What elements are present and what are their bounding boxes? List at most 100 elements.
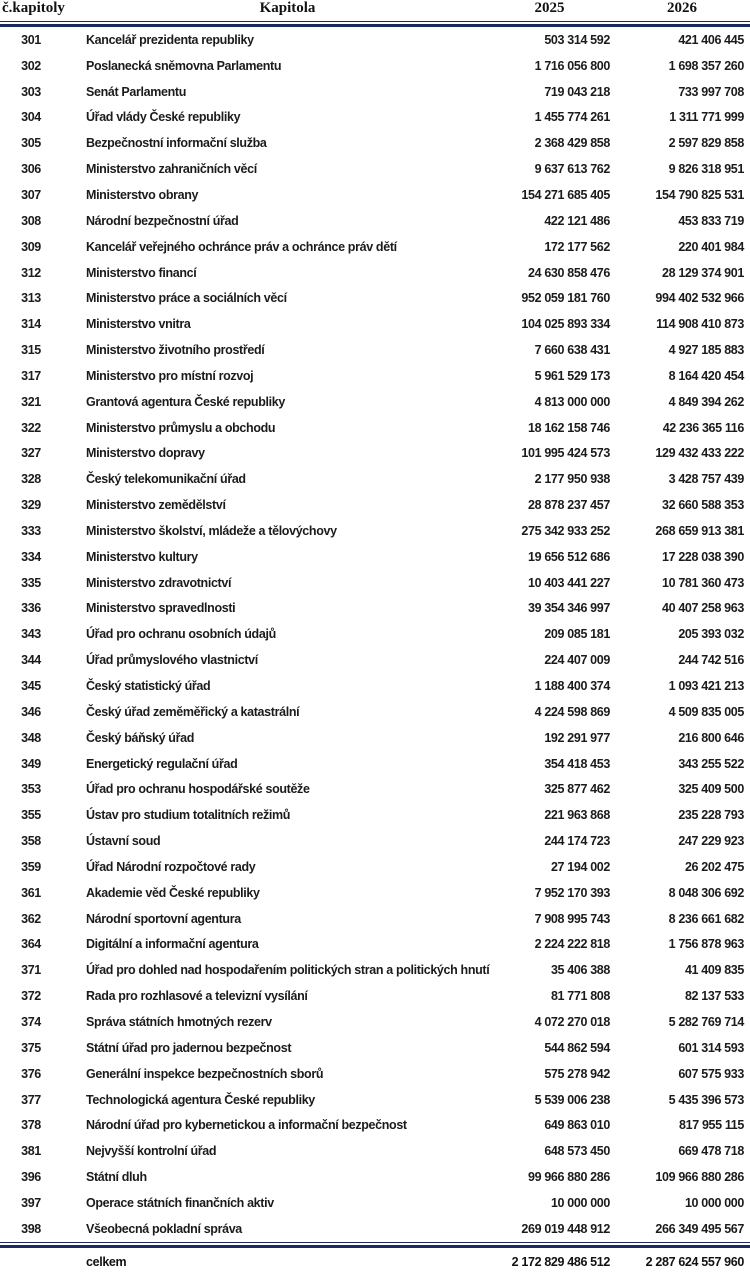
table-row: 317 Ministerstvo pro místní rozvoj 5 961… [0,363,750,389]
chapter-number: 322 [21,420,41,435]
table-header-row: č.kapitoly Kapitola 2025 2026 [0,0,750,21]
table-row: 306 Ministerstvo zahraničních věcí 9 637… [0,156,750,182]
value-2025: 10 000 000 [550,1195,610,1210]
value-2025: 4 813 000 000 [534,394,611,409]
value-2026: 8 048 306 692 [668,885,745,900]
value-2026: 82 137 533 [684,989,744,1004]
chapter-name: Státní úřad pro jadernou bezpečnost [86,1040,292,1055]
total-separator-rule [0,1241,750,1248]
header-separator-rule [0,21,750,27]
table-row: 377 Technologická agentura České republi… [0,1087,750,1113]
chapter-name: Národní sportovní agentura [86,911,241,926]
table-row: 329 Ministerstvo zemědělství 28 878 237 … [0,492,750,518]
chapter-number: 321 [21,394,41,409]
table-row: 308 Národní bezpečnostní úřad 422 121 48… [0,208,750,234]
table-row: 381 Nejvyšší kontrolní úřad 648 573 450 … [0,1138,750,1164]
chapter-number: 374 [21,1014,41,1029]
header-chapter-name: Kapitola [259,0,316,16]
table-row: 364 Digitální a informační agentura 2 22… [0,932,750,958]
total-2026: 2 287 624 557 960 [645,1255,745,1270]
value-2026: 235 228 793 [678,808,744,823]
value-2025: 2 224 222 818 [534,937,611,952]
chapter-name: Poslanecká sněmovna Parlamentu [86,58,282,73]
value-2026: 9 826 318 951 [668,162,745,177]
value-2026: 421 406 445 [678,32,744,47]
value-2026: 1 311 771 999 [669,110,744,125]
value-2025: 27 194 002 [550,859,610,874]
chapter-name: Úřad pro ochranu osobních údajů [86,627,276,642]
chapter-name: Rada pro rozhlasové a televizní vysílání [86,989,308,1004]
table-row: 302 Poslanecká sněmovna Parlamentu 1 716… [0,53,750,79]
value-2026: 669 478 718 [678,1144,744,1159]
chapter-number: 301 [21,32,41,47]
table-row: 335 Ministerstvo zdravotnictví 10 403 44… [0,570,750,596]
chapter-number: 398 [21,1221,41,1236]
value-2025: 224 407 009 [544,653,610,668]
value-2026: 453 833 719 [678,213,744,228]
chapter-number: 377 [21,1092,41,1107]
value-2025: 99 966 880 286 [528,1170,610,1185]
value-2026: 129 432 433 222 [655,446,744,461]
table-row: 304 Úřad vlády České republiky 1 455 774… [0,105,750,131]
value-2026: 5 282 769 714 [668,1014,745,1029]
chapter-name: Ústav pro studium totalitních režimů [86,808,291,823]
value-2025: 24 630 858 476 [528,265,610,280]
chapter-name: Úřad pro ochranu hospodářské soutěže [86,782,310,797]
chapter-number: 328 [21,472,41,487]
chapter-number: 303 [21,84,41,99]
chapter-name: Ministerstvo financí [86,265,197,280]
value-2025: 952 059 181 760 [521,291,610,306]
value-2025: 648 573 450 [544,1144,610,1159]
table-row: 396 Státní dluh 99 966 880 286 109 966 8… [0,1164,750,1190]
value-2025: 81 771 808 [550,989,610,1004]
value-2026: 266 349 495 567 [655,1221,744,1236]
chapter-name: Senát Parlamentu [86,84,186,99]
chapter-name: Grantová agentura České republiky [86,394,285,409]
value-2025: 35 406 388 [550,963,610,978]
chapter-number: 348 [21,730,41,745]
table-row: 315 Ministerstvo životního prostředí 7 6… [0,337,750,363]
chapter-name: Kancelář veřejného ochránce práv a ochrá… [86,239,397,254]
chapter-name: Ústavní soud [86,834,161,849]
chapter-name: Úřad Národní rozpočtové rady [86,859,256,874]
value-2026: 3 428 757 439 [668,472,745,487]
chapter-name: Akademie věd České republiky [86,885,260,900]
chapter-name: Ministerstvo zdravotnictví [86,575,232,590]
value-2025: 154 271 685 405 [521,187,610,202]
value-2025: 503 314 592 [544,32,610,47]
table-row: 378 Národní úřad pro kybernetickou a inf… [0,1112,750,1138]
value-2025: 244 174 723 [544,834,610,849]
value-2025: 7 952 170 393 [534,885,611,900]
value-2025: 7 908 995 743 [534,911,611,926]
value-2026: 601 314 593 [678,1040,744,1055]
value-2026: 8 236 661 682 [668,911,745,926]
table-row: 343 Úřad pro ochranu osobních údajů 209 … [0,621,750,647]
chapter-number: 308 [21,213,41,228]
chapter-name: Úřad pro dohled nad hospodařením politic… [86,963,490,978]
chapter-number: 359 [21,859,41,874]
chapter-name: Kancelář prezidenta republiky [86,32,254,47]
value-2026: 40 407 258 963 [662,601,744,616]
chapter-number: 372 [21,989,41,1004]
table-row: 349 Energetický regulační úřad 354 418 4… [0,751,750,777]
value-2026: 2 597 829 858 [668,136,745,151]
value-2026: 4 849 394 262 [668,394,745,409]
chapter-number: 362 [21,911,41,926]
value-2025: 1 188 400 374 [534,679,611,694]
value-2026: 32 660 588 353 [662,498,744,513]
chapter-number: 327 [21,446,41,461]
chapter-name: Úřad průmyslového vlastnictví [86,653,258,668]
chapter-number: 346 [21,704,41,719]
chapter-number: 364 [21,937,41,952]
chapter-name: Národní bezpečnostní úřad [86,213,239,228]
value-2025: 575 278 942 [544,1066,610,1081]
value-2026: 268 659 913 381 [655,523,744,538]
chapter-name: Nejvyšší kontrolní úřad [86,1144,217,1159]
chapter-name: Ministerstvo zemědělství [86,498,226,513]
chapter-name: Ministerstvo kultury [86,549,198,564]
chapter-name: Ministerstvo obrany [86,187,199,202]
table-row: 328 Český telekomunikační úřad 2 177 950… [0,466,750,492]
chapter-name: Generální inspekce bezpečnostních sborů [86,1066,324,1081]
table-row: 348 Český báňský úřad 192 291 977 216 80… [0,725,750,751]
chapter-number: 353 [21,782,41,797]
